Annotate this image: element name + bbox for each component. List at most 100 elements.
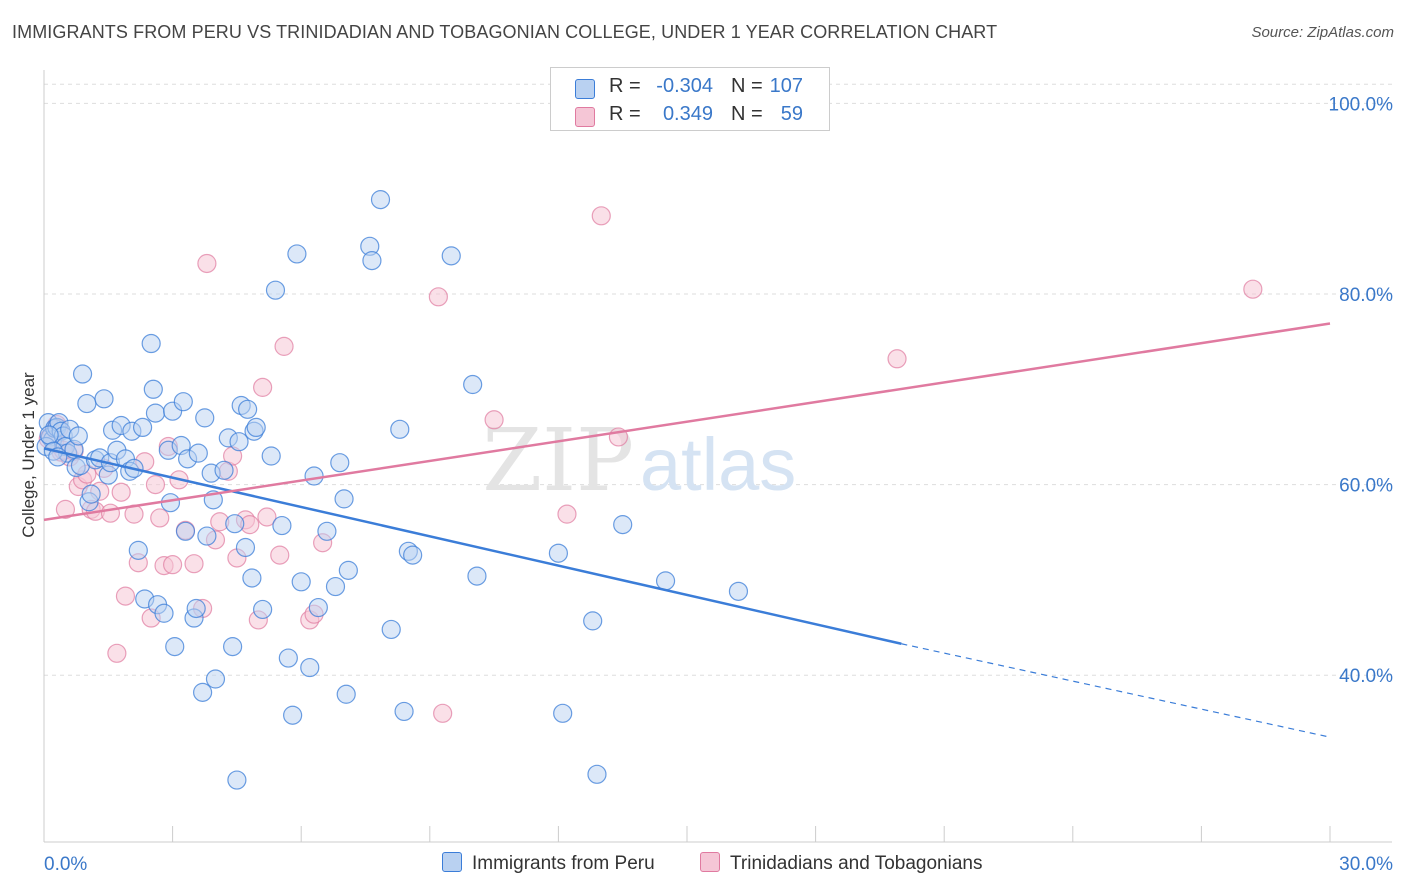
legend-n-value: 59	[780, 103, 803, 125]
data-point-peru	[193, 682, 213, 702]
data-point-peru	[39, 425, 59, 445]
bottom-legend-label-trinidad: Trinidadians and Tobagonians	[730, 853, 983, 874]
data-point-trinidadians	[163, 555, 183, 575]
y-axis-label: College, Under 1 year	[19, 372, 38, 538]
legend-n-label: N =	[731, 75, 763, 97]
data-point-peru	[283, 705, 303, 725]
data-point-peru	[265, 280, 286, 300]
data-point-trinidadians	[150, 508, 170, 528]
data-point-peru	[132, 417, 153, 438]
watermark-zip: ZIP	[482, 411, 634, 511]
legend-r-value: 0.349	[662, 103, 713, 125]
data-point-peru	[441, 246, 461, 266]
data-point-peru	[381, 619, 401, 640]
data-point-peru	[278, 648, 298, 668]
axes	[43, 70, 1392, 843]
data-point-peru	[467, 566, 487, 586]
data-point-trinidadians	[557, 504, 577, 524]
data-point-peru	[175, 521, 196, 541]
data-point-trinidadians	[484, 410, 504, 430]
data-point-peru	[246, 417, 266, 438]
data-point-trinidadians	[107, 643, 127, 663]
data-point-trinidadians	[145, 474, 166, 495]
data-point-peru	[587, 764, 607, 784]
data-point-trinidadians	[1243, 279, 1263, 299]
data-point-peru	[81, 484, 101, 504]
data-point-peru	[325, 576, 346, 597]
data-point-peru	[291, 572, 311, 592]
y-tick-label: 60.0%	[1339, 476, 1393, 497]
data-point-trinidadians	[270, 545, 290, 565]
data-point-peru	[317, 521, 337, 541]
data-point-peru	[141, 333, 161, 354]
data-point-peru	[253, 599, 273, 620]
data-point-peru	[77, 393, 97, 414]
data-point-peru	[128, 540, 148, 560]
data-point-peru	[235, 537, 256, 558]
data-point-peru	[165, 637, 185, 657]
data-point-peru	[655, 571, 676, 591]
data-point-peru	[613, 515, 633, 535]
legend-row-peru: R = -0.304 N = 107	[551, 73, 829, 101]
data-point-peru	[300, 657, 320, 678]
data-point-peru	[238, 399, 258, 419]
data-point-peru	[330, 453, 350, 473]
data-point-peru	[370, 190, 391, 210]
data-point-trinidadians	[197, 253, 217, 274]
chart-source: Source: ZipAtlas.com	[1251, 24, 1394, 41]
data-point-trinidadians	[100, 503, 121, 523]
data-point-peru	[261, 446, 281, 466]
data-point-peru	[334, 489, 354, 509]
trend-line-peru-extension	[901, 643, 1331, 738]
data-point-peru	[225, 514, 245, 534]
data-point-trinidadians	[433, 703, 453, 723]
watermark: ZIP atlas	[482, 411, 796, 511]
data-point-trinidadians	[184, 554, 204, 574]
data-point-peru	[195, 408, 215, 428]
gridlines	[44, 83, 1392, 676]
data-point-peru	[583, 611, 603, 631]
data-point-peru	[362, 251, 382, 271]
data-point-trinidadians	[274, 336, 294, 356]
data-point-peru	[336, 684, 356, 704]
legend-n-value: 107	[769, 75, 803, 97]
data-point-trinidadians	[887, 349, 907, 369]
legend-swatch-trinidad	[575, 107, 595, 127]
data-point-peru	[143, 379, 163, 399]
data-point-trinidadians	[428, 287, 448, 307]
data-point-peru	[186, 598, 206, 619]
data-point-peru	[173, 392, 193, 412]
stats-legend: R = -0.304 N = 107 R = 0.349 N = 59	[550, 67, 830, 131]
legend-r-label: R =	[609, 103, 641, 125]
bottom-legend-peru: Immigrants from Peru	[442, 852, 655, 876]
data-point-peru	[728, 581, 749, 601]
data-point-peru	[145, 403, 166, 423]
legend-r-label: R =	[609, 75, 641, 97]
watermark-atlas: atlas	[640, 423, 796, 506]
data-point-peru	[242, 568, 262, 588]
data-point-trinidadians	[111, 482, 131, 502]
data-point-peru	[72, 364, 93, 384]
y-tick-label: 80.0%	[1339, 285, 1393, 306]
bottom-legend-swatch-peru	[442, 852, 462, 872]
data-point-peru	[197, 526, 217, 546]
bottom-legend-trinidad: Trinidadians and Tobagonians	[700, 852, 982, 876]
chart-title: IMMIGRANTS FROM PERU VS TRINIDADIAN AND …	[12, 22, 998, 42]
data-point-trinidadians	[257, 507, 277, 527]
legend-r-value: -0.304	[656, 75, 713, 97]
x-tick-label: 0.0%	[44, 854, 87, 875]
trend-line-peru	[43, 447, 902, 645]
legend-n-label: N =	[731, 103, 763, 125]
data-point-trinidadians	[55, 499, 76, 519]
x-tick-label: 30.0%	[1339, 854, 1393, 875]
data-point-trinidadians	[253, 377, 273, 397]
data-point-trinidadians	[115, 586, 136, 606]
data-point-peru	[205, 669, 226, 689]
tick-labels: 40.0% 60.0% 80.0% 100.0% 0.0% 30.0%	[44, 94, 1393, 875]
data-point-peru	[553, 703, 573, 723]
data-point-peru	[68, 426, 88, 446]
data-point-peru	[214, 460, 234, 480]
data-point-peru	[287, 244, 307, 264]
data-point-peru	[338, 560, 358, 580]
